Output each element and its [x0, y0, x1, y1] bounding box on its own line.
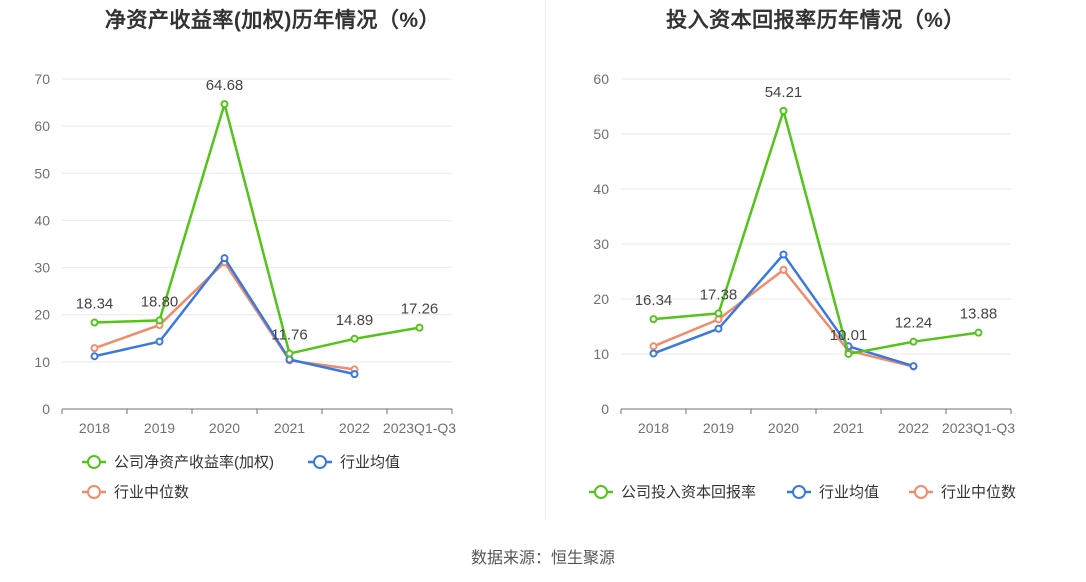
legend-label: 行业中位数 — [941, 484, 1016, 501]
x-tick-label: 2021 — [274, 420, 305, 436]
data-point[interactable] — [155, 337, 164, 346]
series-line — [653, 109, 979, 356]
data-point[interactable] — [415, 323, 424, 332]
data-label: 12.24 — [895, 315, 933, 332]
legend-item[interactable]: 公司净资产收益率(加权) — [82, 454, 274, 471]
x-tick-label: 2019 — [144, 420, 175, 436]
x-tick-label: 2023Q1-Q3 — [383, 420, 456, 436]
data-label: 11.76 — [271, 327, 307, 344]
y-tick-label: 40 — [34, 212, 50, 228]
data-point[interactable] — [779, 250, 788, 259]
data-point[interactable] — [649, 315, 658, 324]
legend-marker — [87, 485, 101, 499]
data-label: 18.80 — [141, 293, 179, 310]
legend-label: 行业中位数 — [114, 484, 189, 501]
legend-marker — [914, 485, 928, 499]
y-tick-label: 60 — [593, 71, 609, 87]
x-tick-label: 2020 — [768, 420, 799, 436]
data-point[interactable] — [649, 342, 658, 351]
y-tick-label: 50 — [34, 165, 50, 181]
y-tick-label: 0 — [601, 401, 609, 417]
data-label: 14.89 — [336, 312, 374, 329]
data-label: 17.38 — [700, 286, 738, 303]
legend-marker — [594, 485, 608, 499]
legend-item[interactable]: 公司投入资本回报率 — [589, 484, 756, 501]
data-label: 54.21 — [765, 84, 803, 101]
data-label: 18.34 — [76, 296, 114, 313]
data-point[interactable] — [909, 362, 918, 371]
data-point[interactable] — [90, 318, 99, 327]
series-line — [94, 261, 355, 371]
roic-chart-panel: 投入资本回报率历年情况（%） 0 10 20 30 40 50 60 2018 2019 2020… — [545, 0, 1086, 520]
legend-item[interactable]: 行业中位数 — [909, 484, 1016, 501]
y-tick-label: 30 — [34, 260, 50, 276]
data-source-note: 数据来源：恒生聚源 — [470, 550, 615, 567]
data-point[interactable] — [350, 334, 359, 343]
legend-item[interactable]: 行业均值 — [787, 484, 879, 501]
x-tick-label: 2019 — [703, 420, 734, 436]
series-line — [653, 268, 914, 368]
y-tick-label: 0 — [42, 401, 50, 417]
legend-marker — [792, 485, 806, 499]
chart-title: 净资产收益率(加权)历年情况（%） — [104, 9, 441, 32]
x-tick-label: 2021 — [833, 420, 864, 436]
legend-label: 公司投入资本回报率 — [621, 484, 756, 501]
x-tick-label: 2020 — [209, 420, 240, 436]
x-tick-label: 2022 — [898, 420, 929, 436]
y-tick-label: 40 — [593, 181, 609, 197]
panel-divider — [545, 0, 546, 520]
y-tick-label: 30 — [593, 236, 609, 252]
data-point[interactable] — [844, 349, 853, 358]
legend-marker — [87, 455, 101, 469]
data-point[interactable] — [155, 316, 164, 325]
y-tick-label: 50 — [593, 126, 609, 142]
data-point[interactable] — [90, 344, 99, 353]
y-tick-label: 20 — [34, 307, 50, 323]
y-tick-label: 10 — [34, 354, 50, 370]
data-point[interactable] — [909, 337, 918, 346]
y-tick-label: 10 — [593, 346, 609, 362]
data-point[interactable] — [714, 309, 723, 318]
x-tick-label: 2023Q1-Q3 — [942, 420, 1015, 436]
x-tick-label: 2018 — [638, 420, 669, 436]
data-point[interactable] — [220, 100, 229, 109]
chart-title: 投入资本回报率历年情况（%） — [666, 9, 965, 32]
legend-item[interactable]: 行业均值 — [308, 454, 400, 471]
data-label: 64.68 — [206, 77, 244, 94]
series-line — [94, 102, 420, 355]
data-label: 16.34 — [635, 292, 673, 309]
y-tick-label: 20 — [593, 291, 609, 307]
data-point[interactable] — [779, 265, 788, 274]
roe-chart-panel: 净资产收益率(加权)历年情况（%） 0 10 20 30 40 50 60 70 2018 201… — [0, 0, 545, 520]
series-line — [94, 256, 355, 376]
data-point[interactable] — [714, 324, 723, 333]
data-label: 17.26 — [401, 301, 439, 318]
legend-marker — [313, 455, 327, 469]
data-point[interactable] — [285, 349, 294, 358]
roic-chart-svg: 0 10 20 30 40 50 60 2018 2019 2020 2021 2022 2023Q1-… — [589, 71, 1016, 501]
data-point[interactable] — [649, 349, 658, 358]
data-point[interactable] — [779, 106, 788, 115]
data-point[interactable] — [90, 352, 99, 361]
legend-label: 行业均值 — [340, 454, 400, 471]
legend-label: 行业均值 — [819, 484, 879, 501]
data-point[interactable] — [350, 370, 359, 379]
x-tick-label: 2022 — [339, 420, 370, 436]
data-label: 13.88 — [960, 306, 998, 323]
x-tick-label: 2018 — [79, 420, 110, 436]
roe-chart-svg: 0 10 20 30 40 50 60 70 2018 2019 2020 2021 2022 2023Q… — [34, 71, 456, 501]
data-point[interactable] — [220, 254, 229, 263]
y-tick-label: 70 — [34, 71, 50, 87]
data-point[interactable] — [974, 328, 983, 337]
legend-label: 公司净资产收益率(加权) — [114, 454, 274, 471]
y-tick-label: 60 — [34, 118, 50, 134]
legend-item[interactable]: 行业中位数 — [82, 484, 189, 501]
data-label: 10.01 — [830, 327, 868, 344]
